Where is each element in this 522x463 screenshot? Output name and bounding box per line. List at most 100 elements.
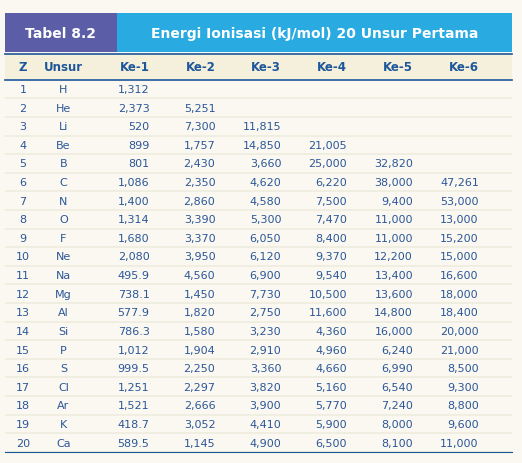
- Text: B: B: [60, 159, 67, 169]
- Text: 1,400: 1,400: [118, 196, 149, 206]
- FancyBboxPatch shape: [5, 55, 512, 81]
- Text: 25,000: 25,000: [309, 159, 347, 169]
- Text: 6,540: 6,540: [382, 382, 413, 392]
- Text: 7: 7: [19, 196, 27, 206]
- Text: 3,230: 3,230: [250, 326, 281, 336]
- Text: 6,050: 6,050: [250, 233, 281, 244]
- Text: 2,080: 2,080: [118, 252, 149, 262]
- FancyBboxPatch shape: [5, 14, 116, 53]
- Text: 12,200: 12,200: [374, 252, 413, 262]
- Text: 10: 10: [16, 252, 30, 262]
- Text: Si: Si: [58, 326, 68, 336]
- Text: 11,000: 11,000: [441, 438, 479, 448]
- Text: 7,500: 7,500: [315, 196, 347, 206]
- Text: 8,100: 8,100: [382, 438, 413, 448]
- Text: Li: Li: [59, 122, 68, 132]
- Text: 1,145: 1,145: [184, 438, 216, 448]
- Text: 3,820: 3,820: [250, 382, 281, 392]
- Text: 4,620: 4,620: [250, 178, 281, 188]
- Text: 3,660: 3,660: [250, 159, 281, 169]
- FancyBboxPatch shape: [5, 378, 512, 396]
- Text: Ar: Ar: [57, 400, 69, 411]
- Text: 11: 11: [16, 270, 30, 281]
- Text: 7,240: 7,240: [381, 400, 413, 411]
- Text: 3,052: 3,052: [184, 419, 216, 429]
- Text: 4,560: 4,560: [184, 270, 216, 281]
- Text: Ca: Ca: [56, 438, 71, 448]
- Text: 2,250: 2,250: [184, 363, 216, 373]
- FancyBboxPatch shape: [5, 340, 512, 359]
- Text: Ne: Ne: [56, 252, 71, 262]
- Text: 9,300: 9,300: [447, 382, 479, 392]
- Text: 786.3: 786.3: [117, 326, 149, 336]
- FancyBboxPatch shape: [5, 266, 512, 285]
- Text: 1,012: 1,012: [118, 345, 149, 355]
- Text: 6,240: 6,240: [381, 345, 413, 355]
- Text: 2,350: 2,350: [184, 178, 216, 188]
- Text: 13,400: 13,400: [374, 270, 413, 281]
- Text: 3,390: 3,390: [184, 215, 216, 225]
- FancyBboxPatch shape: [5, 285, 512, 303]
- Text: 5: 5: [19, 159, 27, 169]
- Text: 4: 4: [19, 141, 27, 150]
- Text: 2,666: 2,666: [184, 400, 216, 411]
- Text: 520: 520: [128, 122, 149, 132]
- Text: 15: 15: [16, 345, 30, 355]
- Text: 47,261: 47,261: [440, 178, 479, 188]
- Text: 16,000: 16,000: [374, 326, 413, 336]
- Text: Ke-2: Ke-2: [185, 61, 216, 75]
- Text: 15,200: 15,200: [440, 233, 479, 244]
- Text: 10,500: 10,500: [309, 289, 347, 299]
- Text: O: O: [59, 215, 68, 225]
- Text: S: S: [60, 363, 67, 373]
- Text: 1,521: 1,521: [118, 400, 149, 411]
- FancyBboxPatch shape: [5, 118, 512, 136]
- Text: 3: 3: [19, 122, 27, 132]
- FancyBboxPatch shape: [5, 303, 512, 322]
- Text: Be: Be: [56, 141, 70, 150]
- Text: 32,820: 32,820: [374, 159, 413, 169]
- Text: 5,160: 5,160: [316, 382, 347, 392]
- Text: 5,770: 5,770: [315, 400, 347, 411]
- Text: Unsur: Unsur: [44, 61, 83, 75]
- FancyBboxPatch shape: [5, 211, 512, 229]
- Text: 15,000: 15,000: [441, 252, 479, 262]
- Text: 9,540: 9,540: [315, 270, 347, 281]
- Text: Ke-5: Ke-5: [383, 61, 413, 75]
- Text: 6,120: 6,120: [250, 252, 281, 262]
- Text: Ke-3: Ke-3: [252, 61, 281, 75]
- Text: 2,860: 2,860: [184, 196, 216, 206]
- Text: 1,312: 1,312: [118, 85, 149, 95]
- Text: C: C: [60, 178, 67, 188]
- Text: 11,815: 11,815: [243, 122, 281, 132]
- Text: 3,950: 3,950: [184, 252, 216, 262]
- Text: 14: 14: [16, 326, 30, 336]
- Text: 1: 1: [19, 85, 27, 95]
- Text: 2,430: 2,430: [184, 159, 216, 169]
- Text: 6,990: 6,990: [381, 363, 413, 373]
- Text: 9,370: 9,370: [315, 252, 347, 262]
- Text: 801: 801: [128, 159, 149, 169]
- Text: 1,904: 1,904: [184, 345, 216, 355]
- Text: 9,400: 9,400: [381, 196, 413, 206]
- Text: 53,000: 53,000: [441, 196, 479, 206]
- Text: 4,660: 4,660: [315, 363, 347, 373]
- Text: 19: 19: [16, 419, 30, 429]
- Text: 2: 2: [19, 103, 27, 113]
- Text: 2,373: 2,373: [118, 103, 149, 113]
- FancyBboxPatch shape: [5, 396, 512, 415]
- Text: 4,900: 4,900: [250, 438, 281, 448]
- Text: 1,251: 1,251: [118, 382, 149, 392]
- Text: 495.9: 495.9: [117, 270, 149, 281]
- Text: 5,300: 5,300: [250, 215, 281, 225]
- Text: 738.1: 738.1: [117, 289, 149, 299]
- Text: 7,470: 7,470: [315, 215, 347, 225]
- Text: 9,600: 9,600: [447, 419, 479, 429]
- Text: 8: 8: [19, 215, 27, 225]
- Text: 1,314: 1,314: [118, 215, 149, 225]
- FancyBboxPatch shape: [5, 322, 512, 340]
- Text: 20,000: 20,000: [440, 326, 479, 336]
- Text: 1,757: 1,757: [184, 141, 216, 150]
- Text: 14,850: 14,850: [243, 141, 281, 150]
- Text: 2,750: 2,750: [250, 307, 281, 318]
